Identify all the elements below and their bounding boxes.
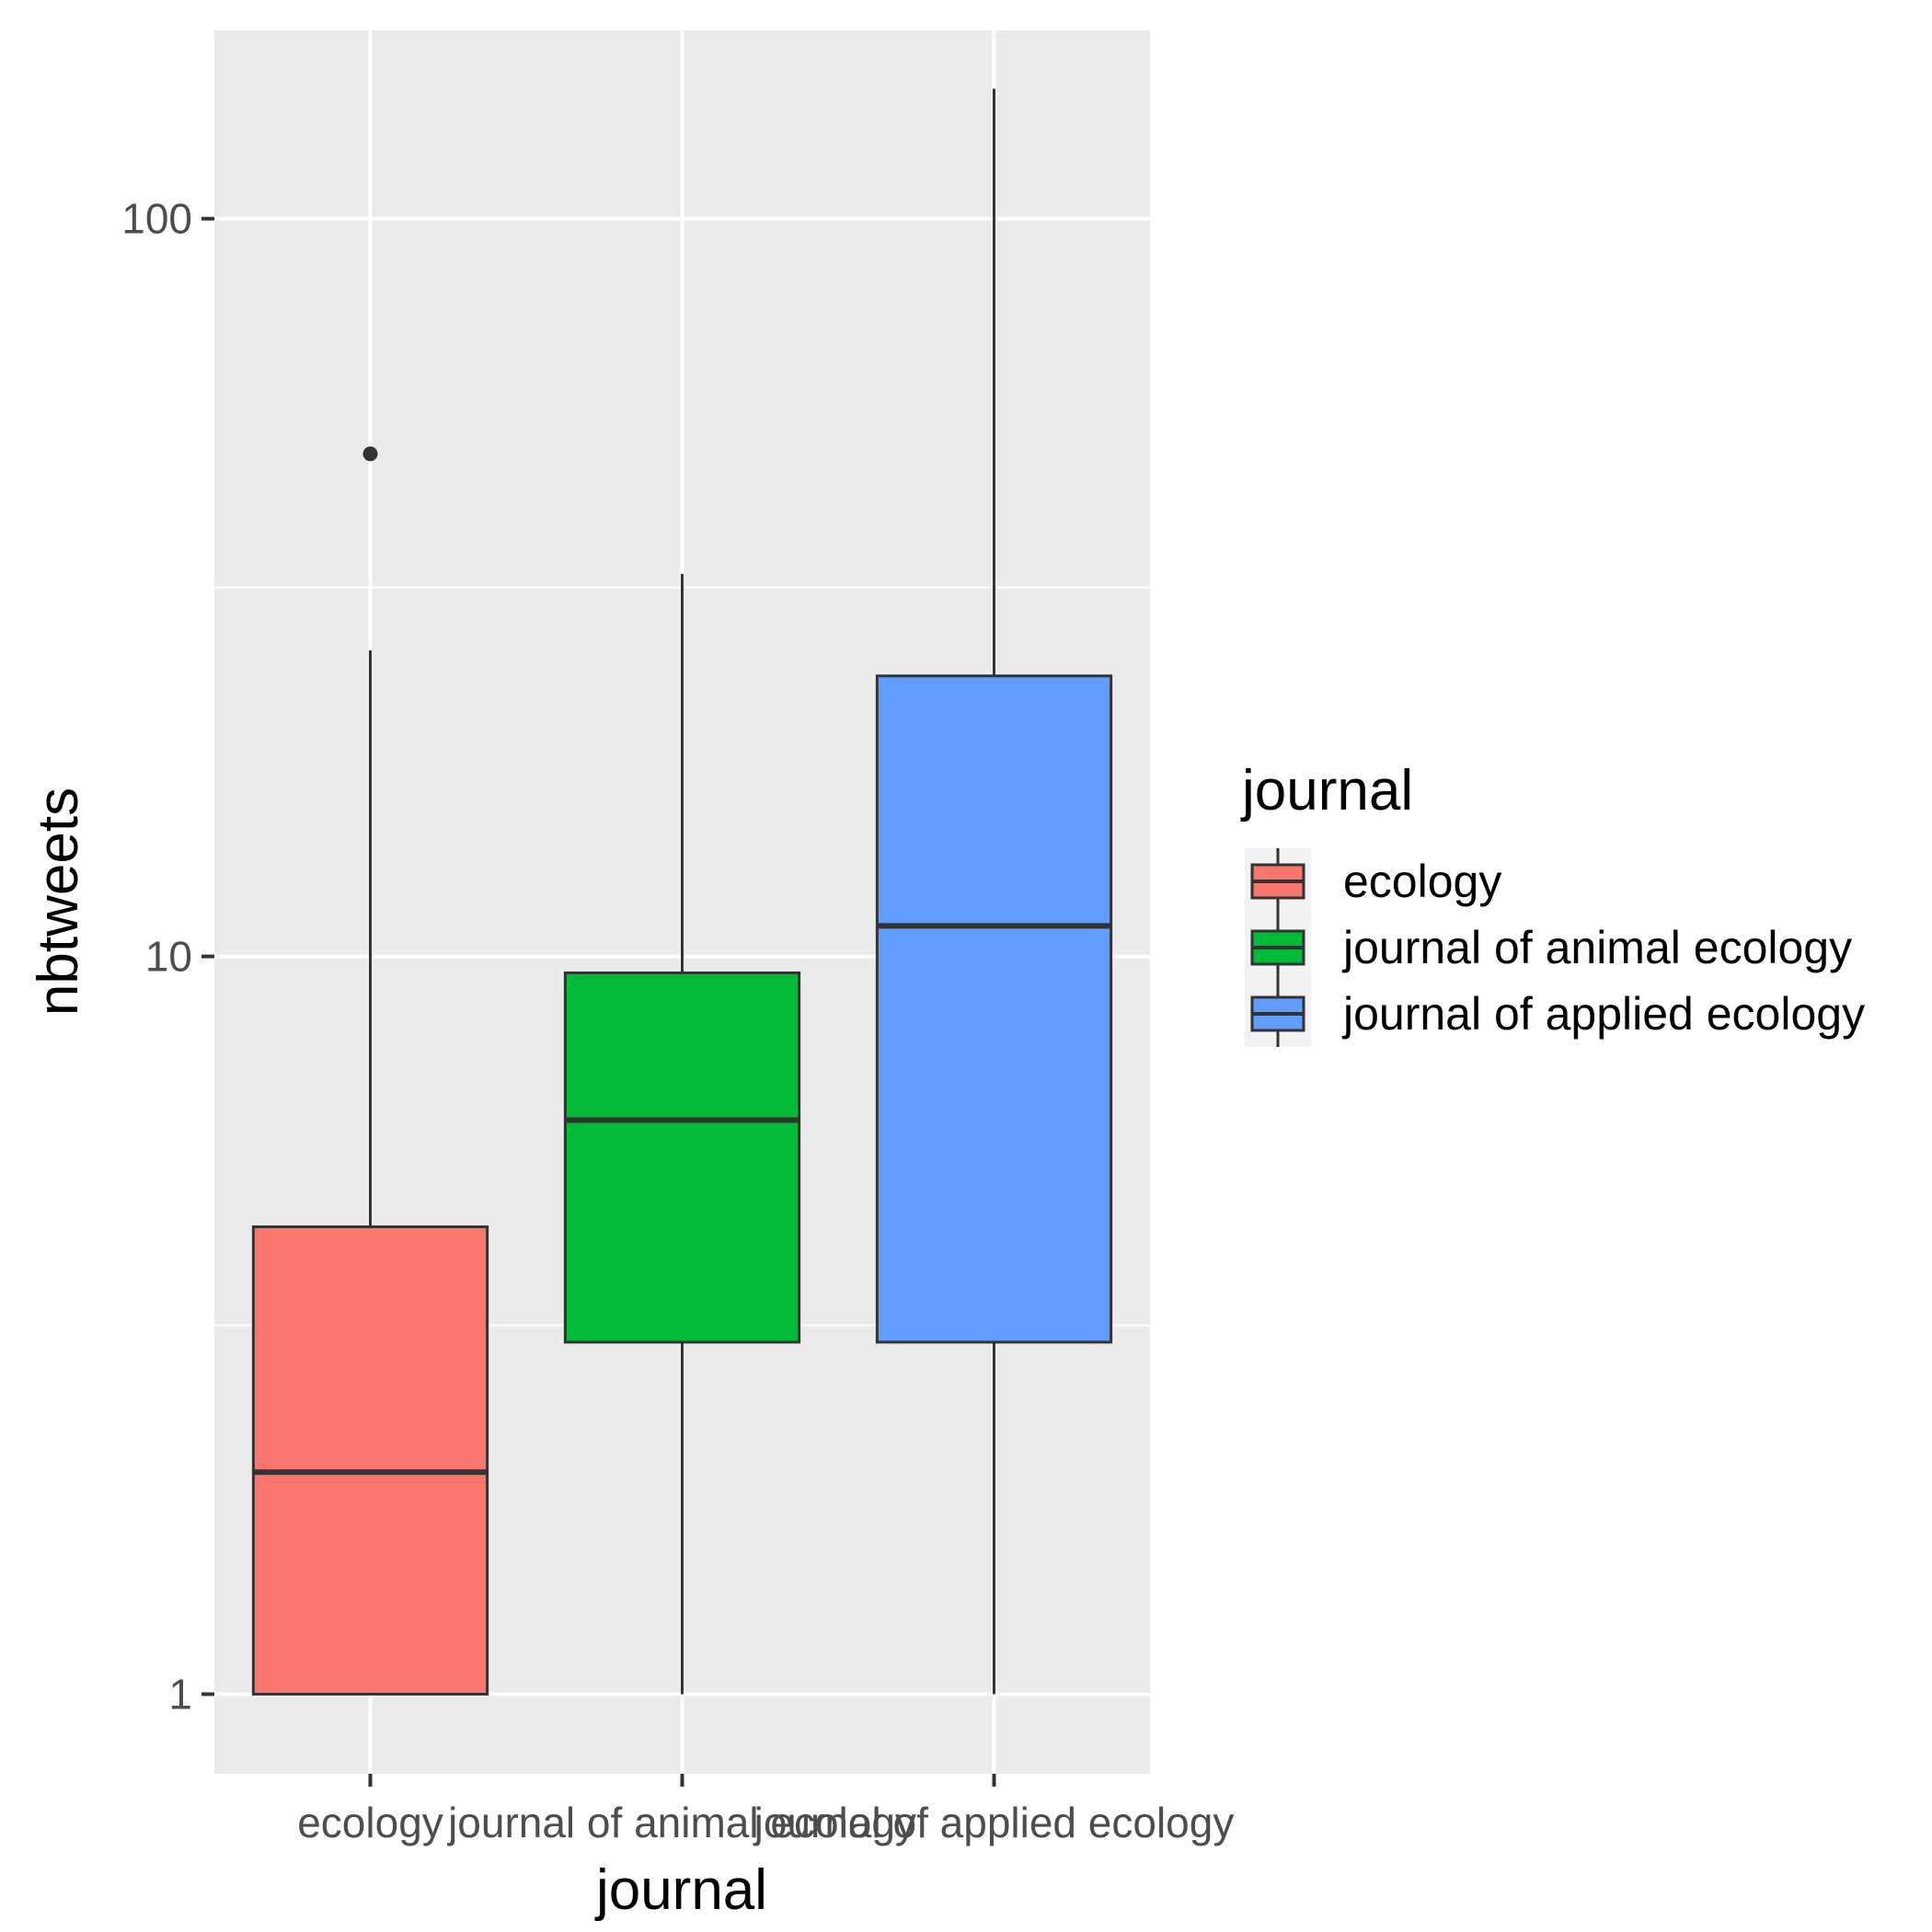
legend-label: journal of animal ecology bbox=[1341, 922, 1852, 973]
legend-label: ecology bbox=[1343, 856, 1501, 907]
y-axis: 1 10 100 bbox=[121, 195, 214, 1718]
legend-title: journal bbox=[1240, 759, 1413, 822]
x-tick-label: journal of applied ecology bbox=[753, 1799, 1235, 1846]
legend: journal ecology journal of animal ecology… bbox=[1240, 759, 1865, 1047]
y-tick-label: 10 bbox=[145, 933, 192, 981]
boxes bbox=[251, 88, 1113, 1696]
y-tick-label: 1 bbox=[168, 1670, 192, 1718]
box-1 bbox=[563, 573, 801, 1695]
box-iqr bbox=[251, 1225, 489, 1696]
x-tick-label: journal of animal ecology bbox=[446, 1799, 916, 1846]
box-2 bbox=[875, 88, 1113, 1695]
y-axis-title: nbtweets bbox=[27, 788, 90, 1016]
box-iqr bbox=[563, 971, 801, 1344]
x-axis: ecology journal of animal ecologyjournal … bbox=[297, 1774, 1234, 1846]
y-tick-label: 100 bbox=[121, 195, 192, 243]
legend-label: journal of applied ecology bbox=[1341, 988, 1865, 1040]
x-axis-title: journal bbox=[594, 1858, 767, 1922]
outlier-point bbox=[362, 446, 378, 462]
box-0 bbox=[251, 446, 489, 1696]
x-tick-label: ecology bbox=[297, 1799, 443, 1846]
box-iqr bbox=[875, 674, 1113, 1344]
